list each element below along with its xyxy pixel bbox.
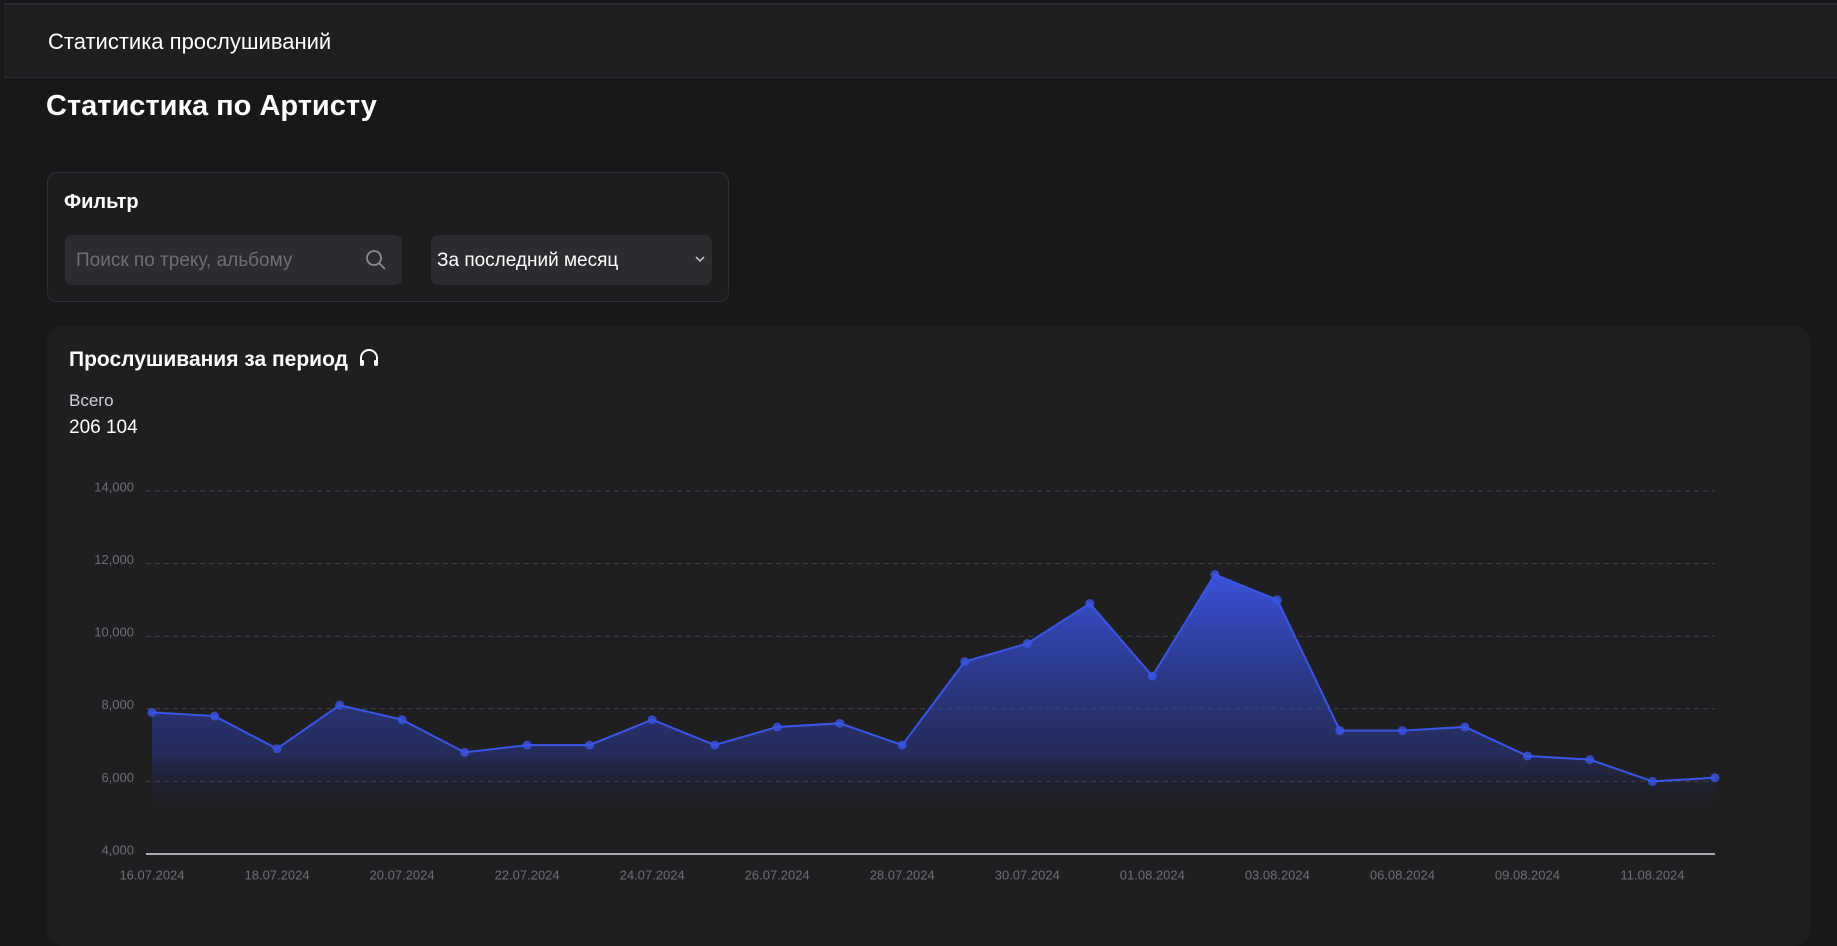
point <box>1710 773 1720 783</box>
point <box>522 740 532 750</box>
point <box>710 740 720 750</box>
point <box>1397 726 1407 736</box>
x-tick-label: 22.07.2024 <box>495 867 560 882</box>
x-tick-label: 24.07.2024 <box>620 867 685 882</box>
point <box>147 707 157 717</box>
point <box>1147 671 1157 681</box>
x-tick-label: 06.08.2024 <box>1370 867 1435 882</box>
chevron-icon <box>695 256 705 263</box>
point <box>1460 722 1470 732</box>
search-input[interactable]: Поиск по треку, альбому <box>65 235 402 285</box>
point <box>1085 599 1095 609</box>
point <box>1647 776 1657 786</box>
point <box>835 718 845 728</box>
y-tick-label: 12,000 <box>94 552 134 567</box>
point <box>460 747 470 757</box>
x-tick-label: 01.08.2024 <box>1120 867 1185 882</box>
chart: 4,000 6,000 8,000 10,000 12,000 14,000 16.07.2… <box>94 479 1720 882</box>
header-title: Статистика прослушиваний <box>48 29 332 54</box>
chart-title: Прослушивания за период <box>69 348 380 372</box>
point <box>272 744 282 754</box>
point <box>1210 569 1220 579</box>
x-tick-label: 16.07.2024 <box>119 867 184 882</box>
y-tick-label: 10,000 <box>94 625 134 640</box>
filter-title: Фильтр <box>64 191 139 213</box>
y-tick-label: 6,000 <box>101 770 134 785</box>
x-tick-label: 28.07.2024 <box>870 867 935 882</box>
x-tick-label: 09.08.2024 <box>1495 867 1560 882</box>
page: Статистика прослушиваний Статистика по А… <box>4 3 1837 883</box>
search-icon <box>366 250 386 270</box>
point <box>897 740 907 750</box>
point <box>335 700 345 710</box>
top-bar: Статистика прослушиваний <box>4 3 1837 78</box>
period-value: За последний месяц <box>437 250 619 271</box>
x-tick-label: 11.08.2024 <box>1620 867 1684 882</box>
page-title: Статистика по Артисту <box>46 90 377 122</box>
x-tick-label: 18.07.2024 <box>245 867 310 882</box>
point <box>772 722 782 732</box>
point <box>1022 638 1032 648</box>
total-label: Всего <box>69 391 114 410</box>
period-select[interactable]: За последний месяц <box>431 235 712 285</box>
y-tick-label: 4,000 <box>101 842 134 857</box>
headphones-icon <box>359 349 378 366</box>
y-tick-label: 14,000 <box>94 479 134 494</box>
point <box>397 715 407 725</box>
filter-card: Фильтр Поиск по треку, альбому За послед… <box>47 172 729 302</box>
area-fill <box>152 574 1715 814</box>
x-tick-label: 26.07.2024 <box>745 867 810 882</box>
point <box>647 715 657 725</box>
point <box>1522 751 1532 761</box>
x-tick-label: 03.08.2024 <box>1245 867 1310 882</box>
x-tick-label: 30.07.2024 <box>995 867 1060 882</box>
point <box>585 740 595 750</box>
line <box>151 573 1716 783</box>
point <box>210 711 220 721</box>
point <box>1335 726 1345 736</box>
x-tick-label: 20.07.2024 <box>370 867 435 882</box>
chart-title-text: Прослушивания за период <box>69 348 348 371</box>
point <box>1272 595 1282 605</box>
total-value: 206 104 <box>69 417 138 438</box>
y-tick-label: 8,000 <box>101 697 134 712</box>
search-placeholder: Поиск по треку, альбому <box>76 250 293 271</box>
point <box>960 657 970 667</box>
point <box>1585 755 1595 765</box>
